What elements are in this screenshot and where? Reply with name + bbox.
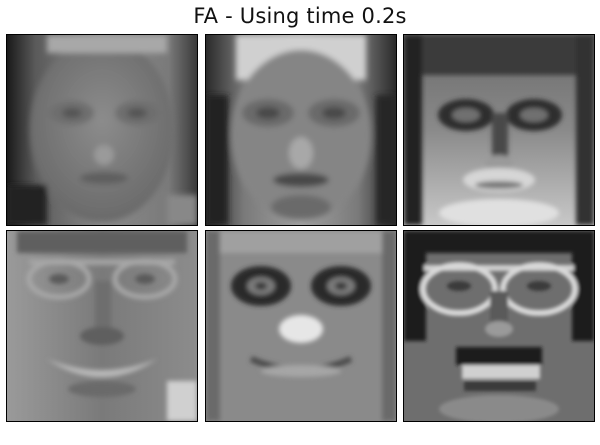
face-component-3 — [403, 34, 595, 226]
face-component-2 — [205, 34, 397, 226]
face-component-1 — [6, 34, 198, 226]
face-component-4 — [6, 230, 198, 422]
figure-title: FA - Using time 0.2s — [193, 4, 407, 28]
face-component-5 — [205, 230, 397, 422]
face-component-6 — [403, 230, 595, 422]
